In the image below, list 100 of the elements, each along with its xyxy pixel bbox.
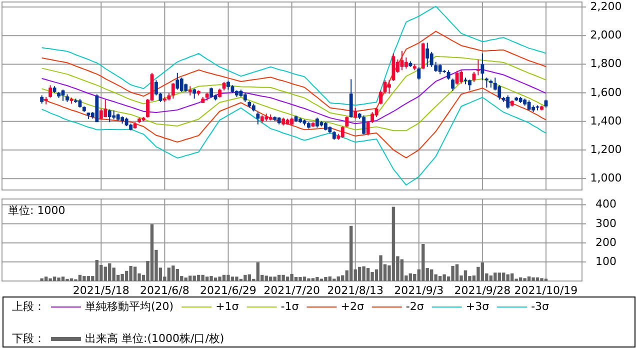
bar bbox=[290, 274, 294, 281]
candlestick bbox=[404, 56, 408, 69]
bar bbox=[527, 276, 531, 281]
bar bbox=[298, 276, 302, 281]
candlestick bbox=[438, 64, 442, 75]
legend-label: +3σ bbox=[466, 300, 490, 314]
candlestick bbox=[48, 84, 52, 98]
bar bbox=[61, 276, 65, 281]
bar bbox=[180, 276, 184, 281]
candlestick bbox=[180, 77, 184, 92]
y-tick-label: 200 bbox=[596, 236, 616, 249]
bar bbox=[455, 264, 459, 281]
candlestick bbox=[316, 117, 319, 128]
bar bbox=[273, 276, 276, 281]
legend-label: +1σ bbox=[216, 300, 239, 314]
bar bbox=[192, 276, 196, 281]
bar bbox=[154, 250, 158, 281]
legend-label: 単純移動平均(20) bbox=[85, 300, 174, 314]
candlestick bbox=[426, 42, 430, 68]
bar bbox=[498, 272, 501, 281]
y-tick-label: 1,400 bbox=[590, 114, 622, 128]
x-tick-label: 2021/6/8 bbox=[140, 284, 190, 298]
bar bbox=[214, 278, 218, 281]
bar bbox=[277, 274, 281, 281]
bar bbox=[196, 274, 200, 281]
legend-label: -1σ bbox=[280, 300, 299, 314]
bar bbox=[396, 256, 400, 281]
bar bbox=[510, 273, 514, 281]
bar bbox=[523, 278, 526, 281]
bar bbox=[400, 259, 404, 281]
candlestick bbox=[400, 50, 404, 71]
bar bbox=[48, 278, 52, 281]
bar bbox=[438, 276, 442, 281]
bar bbox=[532, 277, 535, 281]
candlestick bbox=[349, 78, 353, 118]
bar bbox=[44, 276, 48, 281]
bar bbox=[184, 278, 188, 281]
bar bbox=[426, 268, 429, 281]
bar bbox=[120, 274, 124, 281]
bar bbox=[205, 276, 209, 281]
bar bbox=[328, 276, 332, 281]
bar bbox=[282, 274, 285, 281]
bar bbox=[124, 270, 128, 281]
legend-label: -3σ bbox=[531, 300, 550, 314]
bar bbox=[485, 273, 488, 281]
bar bbox=[235, 276, 238, 281]
x-tick-label: 2021/8/13 bbox=[327, 284, 384, 298]
bar bbox=[95, 260, 98, 281]
bar bbox=[311, 278, 315, 281]
y-tick-label: 300 bbox=[596, 216, 616, 230]
y-tick-label: 2,200 bbox=[590, 0, 622, 14]
candlestick bbox=[176, 72, 180, 90]
bar bbox=[172, 266, 175, 281]
bar bbox=[518, 277, 522, 281]
bar bbox=[408, 273, 412, 281]
bar bbox=[430, 269, 434, 281]
bar bbox=[176, 268, 179, 281]
bar bbox=[336, 276, 340, 281]
bar bbox=[404, 275, 408, 281]
bar bbox=[494, 272, 497, 281]
annotation: 単位: 1000 bbox=[8, 204, 66, 218]
bar bbox=[354, 269, 357, 281]
x-tick-label: 2021/5/18 bbox=[72, 284, 130, 298]
bar bbox=[91, 276, 94, 281]
bar bbox=[302, 276, 306, 281]
bar bbox=[100, 264, 103, 281]
y-tick-label: 1,600 bbox=[590, 86, 622, 99]
bar bbox=[446, 276, 450, 281]
bar bbox=[201, 274, 204, 281]
candlestick bbox=[451, 78, 454, 92]
candlestick bbox=[112, 110, 116, 120]
bar bbox=[230, 276, 234, 281]
candlestick bbox=[345, 116, 349, 128]
bar bbox=[307, 278, 310, 281]
y-tick-label: 400 bbox=[596, 198, 616, 211]
bar bbox=[374, 269, 378, 281]
candlestick bbox=[256, 112, 260, 125]
candlestick bbox=[99, 108, 103, 120]
candlestick bbox=[366, 120, 370, 136]
bar bbox=[86, 276, 90, 281]
bar bbox=[163, 276, 166, 281]
bar bbox=[476, 266, 480, 281]
candlestick bbox=[476, 58, 480, 76]
x-tick-label: 2021/9/28 bbox=[454, 284, 511, 298]
candlestick bbox=[480, 52, 484, 81]
candlestick bbox=[340, 126, 344, 138]
candlestick bbox=[104, 99, 108, 118]
y-tick-label: 1,800 bbox=[590, 57, 622, 70]
bar bbox=[472, 275, 476, 281]
candlestick bbox=[417, 66, 421, 80]
bar bbox=[358, 266, 362, 281]
legend-label: -2σ bbox=[406, 300, 424, 314]
y-tick-label: 1,000 bbox=[590, 172, 622, 185]
bar bbox=[52, 276, 56, 281]
candlestick bbox=[192, 88, 196, 100]
bar bbox=[269, 276, 272, 281]
bar bbox=[362, 266, 366, 281]
bar bbox=[480, 262, 484, 281]
candlestick bbox=[506, 94, 510, 110]
bar bbox=[468, 276, 472, 281]
